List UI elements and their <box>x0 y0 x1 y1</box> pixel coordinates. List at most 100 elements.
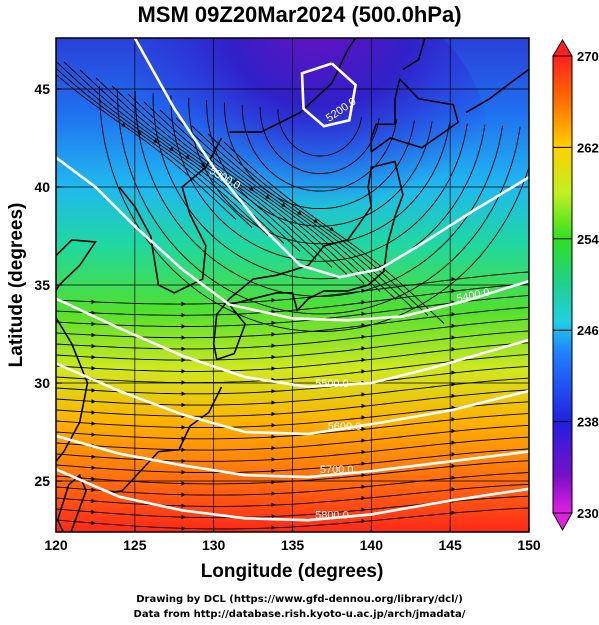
wind-arrowhead <box>91 421 96 426</box>
chart-title: MSM 09Z20Mar2024 (500.0hPa) <box>137 2 462 27</box>
wind-arrowhead <box>91 410 96 415</box>
y-axis-label: Latitude (degrees) <box>6 203 27 368</box>
wind-arrowhead <box>181 346 186 351</box>
x-tick-label: 130 <box>202 537 226 553</box>
wind-arrowhead <box>91 354 96 360</box>
wind-arrowhead <box>361 357 366 362</box>
wind-arrowhead <box>121 122 126 128</box>
wind-arrowhead <box>91 521 96 526</box>
wind-arrowhead <box>271 502 276 508</box>
x-tick-label: 140 <box>360 537 384 553</box>
wind-arrowhead <box>271 411 276 417</box>
wind-arrowhead <box>271 491 276 496</box>
wind-arrowhead <box>181 391 186 396</box>
y-tick-label: 40 <box>34 179 50 195</box>
streamline <box>223 141 445 324</box>
wind-arrowhead <box>181 380 186 385</box>
streamline <box>277 109 362 157</box>
wind-arrowhead <box>271 468 276 473</box>
streamline <box>206 100 433 227</box>
wind-arrowhead <box>361 334 366 339</box>
height-contour <box>56 362 529 436</box>
wind-arrowhead <box>271 366 276 371</box>
y-axis-ticks: 25 30 35 40 45 <box>34 81 62 489</box>
wind-arrowhead <box>91 388 96 393</box>
wind-arrowhead <box>91 487 96 493</box>
wind-arrowhead <box>271 434 276 439</box>
wind-arrowhead <box>361 392 366 397</box>
height-contours: 5200.05300.05400.05500.05600.05700.05800… <box>56 38 529 522</box>
credit-data: Data from http://database.rish.kyoto-u.a… <box>133 609 466 620</box>
contour-label: 5800.0 <box>315 509 349 521</box>
wind-arrowhead <box>451 311 456 317</box>
coastline <box>118 137 223 294</box>
wind-arrowhead <box>271 332 276 337</box>
streamline <box>99 86 529 332</box>
colorbar-body <box>552 55 573 514</box>
streamline <box>127 93 349 276</box>
wind-arrowhead <box>181 492 186 497</box>
wind-arrowhead <box>181 312 186 318</box>
colorbar-bottom-arrow <box>552 512 573 532</box>
wind-arrowhead <box>271 388 276 394</box>
wind-arrowhead <box>91 432 96 437</box>
x-tick-label: 125 <box>123 537 147 553</box>
wind-arrowhead <box>91 476 96 482</box>
wind-arrowhead <box>451 463 456 469</box>
wind-arrowhead <box>451 417 456 422</box>
wind-arrowhead <box>181 324 186 329</box>
wind-arrowhead <box>271 423 276 428</box>
wind-arrowhead <box>451 510 456 515</box>
wind-arrowhead <box>181 458 186 464</box>
colorbar-tick-label: 230 <box>577 506 599 521</box>
wind-arrowhead <box>361 472 366 478</box>
wind-arrowhead <box>361 299 366 305</box>
wind-arrowhead <box>181 503 186 509</box>
height-contour <box>56 156 529 322</box>
x-tick-label: 145 <box>438 537 462 553</box>
wind-arrowhead <box>271 297 276 303</box>
wind-arrowhead <box>451 323 456 328</box>
wind-arrowhead <box>361 403 366 409</box>
contour-label: 5600.0 <box>328 421 362 433</box>
colorbar-top-arrow <box>552 39 573 57</box>
wind-arrowhead <box>265 194 270 200</box>
wind-arrowhead <box>451 288 456 293</box>
wind-arrowhead <box>271 525 276 530</box>
wind-arrowhead <box>169 146 174 152</box>
wind-arrowhead <box>91 399 96 404</box>
colorbar-tick-label: 246 <box>577 323 599 338</box>
wind-arrowhead <box>361 438 366 443</box>
colorbar-tick-label: 254 <box>577 232 599 247</box>
wind-arrowhead <box>181 402 186 408</box>
coastline <box>56 473 87 532</box>
wind-arrowhead <box>361 484 366 489</box>
wind-arrowhead <box>271 400 276 405</box>
wind-arrowhead <box>271 445 276 451</box>
wind-arrowhead <box>361 415 366 420</box>
wind-arrowhead <box>361 449 366 455</box>
wind-arrowhead <box>271 320 276 326</box>
wind-arrowhead <box>281 202 286 208</box>
wind-arrowhead <box>451 440 456 445</box>
wind-arrowhead <box>451 347 456 352</box>
wind-arrowhead <box>181 369 186 374</box>
coastline <box>56 239 97 463</box>
colorbar: 270 262 254 246 238 230 <box>552 39 599 532</box>
streamline <box>170 95 468 262</box>
streamline <box>56 60 269 236</box>
height-contour <box>300 62 358 128</box>
streamline <box>188 97 451 245</box>
height-contour <box>56 468 529 522</box>
streamline <box>79 69 301 252</box>
streamline <box>191 125 413 308</box>
wind-arrowhead <box>361 311 366 316</box>
y-tick-label: 35 <box>34 277 50 293</box>
wind-arrowhead <box>271 514 276 519</box>
wind-arrowhead <box>271 309 276 314</box>
wind-arrowhead <box>451 335 456 340</box>
wind-arrowhead <box>271 354 276 360</box>
wind-arrowhead <box>329 226 334 232</box>
wind-arrowhead <box>181 447 186 452</box>
